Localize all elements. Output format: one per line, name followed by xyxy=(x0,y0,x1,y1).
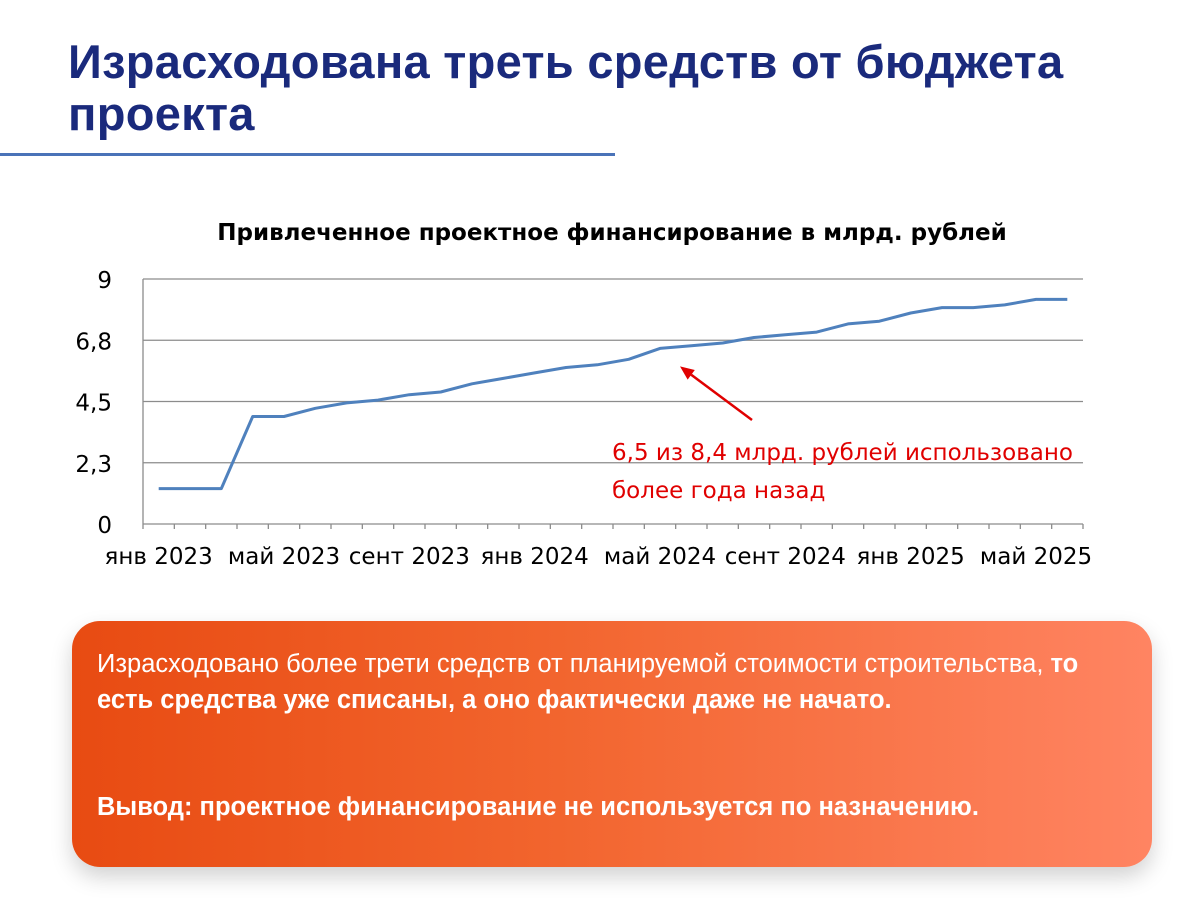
x-tick-label: янв 2024 xyxy=(481,544,589,570)
slide-title: Израсходована треть средств от бюджета п… xyxy=(68,35,1064,140)
x-tick-label: янв 2025 xyxy=(857,544,965,570)
annotation-text-line1: 6,5 из 8,4 млрд. рублей использовано xyxy=(612,440,1073,466)
title-underline xyxy=(0,153,615,156)
y-tick-label: 2,3 xyxy=(75,452,112,478)
callout-box: Израсходовано более трети средств от пла… xyxy=(72,621,1152,867)
x-tick-label: сент 2023 xyxy=(349,544,470,570)
x-tick-label: янв 2023 xyxy=(105,544,213,570)
x-tick-label: май 2024 xyxy=(604,544,716,570)
callout-conclusion: Вывод: проектное финансирование не испол… xyxy=(97,793,979,821)
chart: Привлеченное проектное финансирование в … xyxy=(0,200,1200,600)
callout-text: Израсходовано более трети средств от пла… xyxy=(97,646,1137,718)
y-tick-labels: 0 2,3 4,5 6,8 9 xyxy=(75,268,112,539)
callout-text-bold: то есть средства уже списаны, а оно факт… xyxy=(97,650,1079,714)
annotation-arrowhead xyxy=(680,366,695,380)
series-line xyxy=(158,297,1068,491)
chart-title: Привлеченное проектное финансирование в … xyxy=(217,220,1006,246)
chart-annotation: 6,5 из 8,4 млрд. рублей использовано бол… xyxy=(612,366,1073,504)
y-tick-label: 6,8 xyxy=(75,329,112,355)
y-tick-label: 9 xyxy=(97,268,112,294)
annotation-arrow xyxy=(690,373,753,422)
callout: Израсходовано более трети средств от пла… xyxy=(0,608,1200,900)
annotation-text-line2: более года назад xyxy=(612,478,825,504)
chart-series xyxy=(158,297,1068,491)
chart-gridlines xyxy=(143,278,1083,464)
x-tick-label: сент 2024 xyxy=(725,544,846,570)
chart-svg: Привлеченное проектное финансирование в … xyxy=(75,220,1093,570)
y-tick-label: 4,5 xyxy=(75,391,112,417)
y-tick-label: 0 xyxy=(97,513,112,539)
x-tick-label: май 2025 xyxy=(980,544,1092,570)
x-tick-labels: янв 2023 май 2023 сент 2023 янв 2024 май 202… xyxy=(105,544,1093,570)
chart-axes xyxy=(142,279,1084,529)
x-tick-label: май 2023 xyxy=(228,544,340,570)
callout-text-regular: Израсходовано более трети средств от пла… xyxy=(97,650,1051,678)
